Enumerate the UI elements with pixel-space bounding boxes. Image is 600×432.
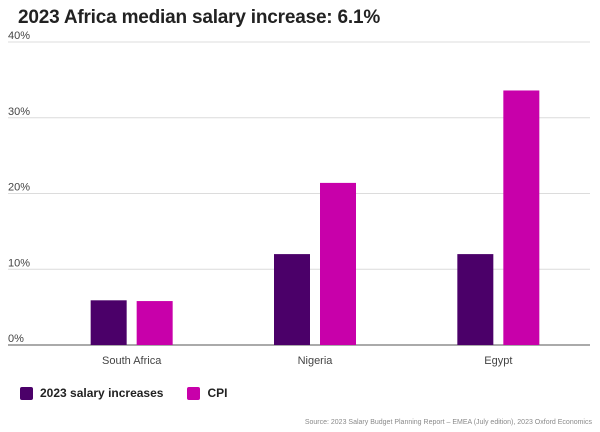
bar-salary	[90, 300, 127, 345]
legend-swatch-salary	[20, 386, 33, 400]
legend-item-salary: 2023 salary increases	[20, 386, 163, 400]
y-tick-label: 40%	[8, 30, 30, 42]
x-tick-label: Egypt	[484, 355, 512, 367]
bar-cpi	[136, 301, 173, 345]
x-tick-label: South Africa	[102, 355, 162, 367]
chart-title: 2023 Africa median salary increase: 6.1%	[18, 7, 381, 28]
legend-swatch-cpi	[187, 386, 201, 400]
bar-salary	[457, 254, 494, 345]
x-tick-label: Nigeria	[298, 355, 334, 367]
legend-label-salary: 2023 salary increases	[40, 386, 164, 400]
bar-chart: 0% 10% 20% 30% 40% South Africa Nigeria Egypt	[8, 30, 590, 367]
legend-label-cpi: CPI	[207, 386, 228, 400]
y-tick-label: 20%	[8, 182, 30, 194]
legend-item-cpi: CPI	[187, 386, 227, 400]
y-tick-label: 30%	[8, 106, 30, 118]
bar-salary	[274, 254, 310, 345]
bar-cpi	[320, 182, 356, 345]
source-note: Source: 2023 Salary Budget Planning Repo…	[304, 419, 592, 426]
y-tick-label: 0%	[8, 333, 24, 345]
y-tick-label: 10%	[8, 257, 30, 269]
legend: 2023 salary increases CPI	[20, 386, 251, 400]
bar-cpi	[503, 90, 540, 345]
